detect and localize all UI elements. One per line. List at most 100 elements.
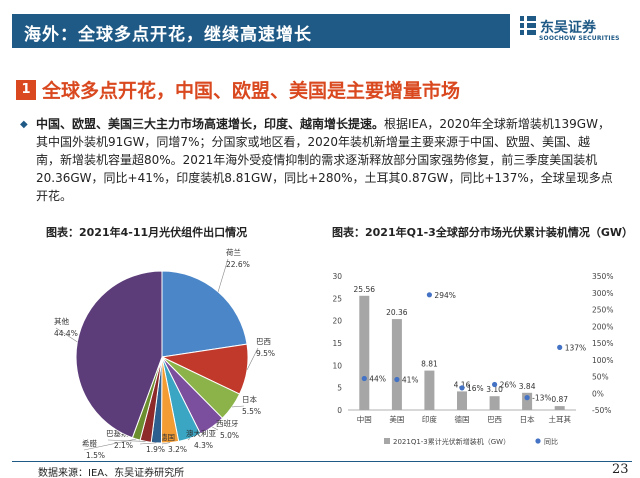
- yoy-point-1: [394, 376, 400, 383]
- section-number: 1: [16, 80, 36, 100]
- pie-label: 巴西: [256, 337, 271, 346]
- pie-value-label: 1.9%: [146, 445, 165, 454]
- pie-chart-title: 图表：2021年4-11月光伏组件出口情况: [46, 226, 248, 239]
- body-paragraph: 中国、欧盟、美国三大主力市场高速增长，印度、越南增长提速。根据IEA，2020年…: [36, 115, 632, 205]
- yoy-point-3: [459, 385, 465, 391]
- logo: [520, 16, 536, 35]
- bar-6: [554, 406, 565, 410]
- y-right-tick: 150%: [592, 339, 613, 348]
- y-right-tick: 200%: [592, 322, 613, 331]
- pie-label: 澳大利亚: [186, 428, 216, 438]
- bar-value-label: 25.56: [354, 285, 376, 294]
- x-tick-label: 美国: [389, 414, 404, 424]
- yoy-value-label: 16%: [467, 384, 484, 393]
- pie-value-label: 5.0%: [220, 431, 239, 440]
- body-line-1: 根据IEA，2020年全球新增装机139GW，: [384, 117, 610, 131]
- bar-2: [424, 370, 435, 410]
- bar-chart-title: 图表：2021年Q1-3全球部分市场光伏累计装机情况（GW）: [332, 226, 633, 239]
- diamond-bullet-icon: ◆: [20, 119, 28, 130]
- body-bold-lead: 中国、欧盟、美国三大主力市场高速增长，印度、越南增长提速。: [36, 117, 385, 131]
- x-tick-label: 土耳其: [548, 414, 571, 424]
- bar-value-label: 8.81: [421, 360, 438, 369]
- pie-leader-line: [139, 442, 157, 445]
- pie-label: 德国: [160, 432, 175, 442]
- pie-label: 希腊: [82, 438, 97, 448]
- bar-value-label: 3.10: [486, 385, 503, 394]
- pie-chart: 荷兰 22.6% 巴西 9.5% 日本 5.5%西班牙 5.0% 澳大利亚 4.3% 德国 3.2%…: [54, 247, 275, 460]
- y-right-tick: 300%: [592, 289, 613, 298]
- pie-value-label: 1.5%: [86, 451, 105, 460]
- bar-value-label: 0.87: [551, 395, 568, 404]
- pie-value-label: 44.4%: [54, 329, 78, 338]
- yoy-value-label: 44%: [369, 375, 386, 384]
- pie-leader-line: [246, 347, 259, 370]
- y-right-tick: 250%: [592, 306, 613, 315]
- x-tick-label: 中国: [357, 414, 372, 424]
- legend-dot-swatch: [535, 438, 541, 444]
- yoy-point-4: [492, 381, 498, 388]
- y-right-tick: -50%: [592, 406, 611, 415]
- footer-source: 数据来源：IEA、东吴证券研究所: [38, 468, 185, 478]
- logo-mark-icon: [520, 16, 536, 35]
- legend-bar-swatch: [384, 438, 390, 444]
- yoy-point-0: [361, 375, 367, 382]
- pie-value-label: 22.6%: [226, 260, 250, 269]
- pie-value-label: 9.5%: [256, 349, 275, 358]
- y-right-tick: 100%: [592, 356, 613, 365]
- y-right-tick: 50%: [592, 373, 609, 382]
- x-tick-label: 德国: [455, 414, 470, 424]
- logo-text: 东吴证券: [540, 20, 596, 36]
- y-left-tick: 15: [332, 339, 342, 348]
- pie-leader-line: [55, 327, 78, 343]
- pie-leader-line: [231, 405, 245, 408]
- pie-value-label: 3.2%: [168, 445, 187, 454]
- pie-leader-line: [211, 426, 219, 431]
- x-tick-label: 日本: [520, 414, 536, 424]
- yoy-value-label: 41%: [402, 376, 419, 385]
- bar-value-label: 4.16: [454, 380, 471, 389]
- yoy-value-label: 294%: [434, 291, 455, 300]
- body-line-3: 南，新增装机容量超80%。2021年海外受疫情抑制的需求逐渐释放部分国家强势修复…: [36, 153, 598, 167]
- pie-label: 其他: [54, 316, 69, 326]
- pie-leader-line: [187, 438, 191, 441]
- pie-slice-0: [161, 270, 248, 358]
- pie-leader-line: [161, 442, 171, 445]
- y-right-tick: 0%: [592, 389, 604, 398]
- title-banner: [12, 14, 510, 48]
- y-left-tick: 30: [332, 272, 342, 281]
- pie-value-label: 5.5%: [242, 407, 261, 416]
- legend-bar-label: 2021Q1-3累计光伏新增装机（GW）: [393, 437, 510, 446]
- y-left-tick: 5: [337, 384, 342, 393]
- footer-divider: [12, 461, 632, 462]
- y-left-tick: 20: [332, 317, 342, 326]
- pie-slice-9: [75, 270, 163, 439]
- yoy-point-2: [426, 292, 432, 298]
- bar-value-label: 3.84: [519, 382, 536, 391]
- page-title: 海外：全球多点开花，继续高速增长: [24, 25, 312, 45]
- logo-subtext: SOOCHOW SECURITIES: [539, 35, 620, 42]
- bar-chart: 0 5 10 15 20 25 30 -50% 0% 50% 100% 150% 200% 250% 300…: [332, 272, 613, 446]
- bar-value-label: 20.36: [386, 308, 408, 317]
- y-left-tick: 10: [332, 361, 342, 370]
- bar-1: [391, 319, 402, 410]
- body-line-4: 20.36GW，同比+41%，印度装机8.81GW，同比+280%，土耳其0.8…: [36, 171, 613, 185]
- yoy-point-5: [524, 395, 530, 401]
- yoy-value-label: -13%: [532, 394, 551, 403]
- bar-4: [489, 396, 500, 410]
- pie-value-label: 2.1%: [114, 441, 133, 450]
- pie-label: 日本: [242, 394, 257, 404]
- y-left-tick: 0: [337, 406, 342, 415]
- page-number: 23: [612, 462, 629, 477]
- body-line-2: 其中国外装机91GW，同增7%；分国家或地区看，2020年装机新增量主要来源于中…: [36, 135, 591, 149]
- body-line-5: 开花。: [36, 189, 73, 203]
- section-title: 全球多点开花，中国、欧盟、美国是主要增量市场: [42, 80, 461, 102]
- x-tick-label: 印度: [422, 414, 437, 424]
- pie-leader-line: [217, 258, 229, 292]
- pie-label: 荷兰: [226, 247, 241, 257]
- yoy-value-label: 26%: [500, 381, 517, 390]
- pie-label: 西班牙: [216, 418, 239, 428]
- yoy-value-label: 137%: [565, 343, 586, 352]
- pie-value-label: 4.3%: [194, 441, 213, 450]
- x-tick-label: 巴西: [487, 415, 502, 424]
- y-left-tick: 25: [332, 294, 342, 303]
